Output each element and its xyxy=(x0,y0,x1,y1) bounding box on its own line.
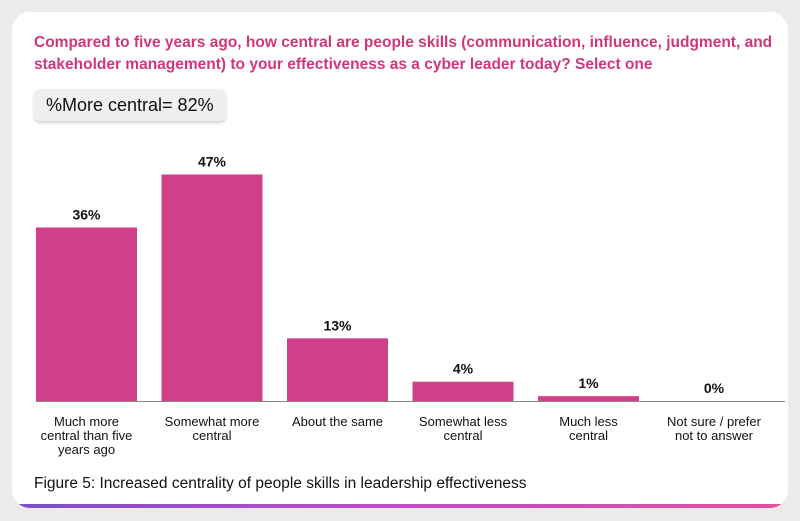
bar-value-label: 4% xyxy=(453,361,474,377)
category-label: Somewhat more central xyxy=(165,414,260,443)
bar xyxy=(161,174,263,401)
bar-value-label: 1% xyxy=(578,375,599,391)
bar xyxy=(538,396,639,401)
category-label: Somewhat less central xyxy=(419,414,508,443)
chart-title: Compared to five years ago, how central … xyxy=(34,34,773,73)
bar-value-label: 47% xyxy=(198,153,227,169)
bar xyxy=(287,338,388,401)
more-central-summary-badge: %More central= 82% xyxy=(34,89,226,121)
bar xyxy=(412,381,514,401)
category-label: Much less central xyxy=(559,414,618,443)
bar-value-label: 0% xyxy=(704,380,725,396)
bar xyxy=(36,227,137,401)
category-label: Much more central than five years ago xyxy=(41,414,133,457)
bar-value-label: 36% xyxy=(72,206,101,222)
category-label: Not sure / prefer not to answer xyxy=(667,414,762,443)
bar-value-label: 13% xyxy=(323,317,352,333)
chart-card: Compared to five years ago, how central … xyxy=(12,12,788,508)
figure-caption: Figure 5: Increased centrality of people… xyxy=(34,475,527,492)
gradient-divider xyxy=(12,504,788,508)
category-label: About the same xyxy=(292,414,383,429)
bar-chart: 36% Much more central than five years ago 47… xyxy=(36,153,785,457)
